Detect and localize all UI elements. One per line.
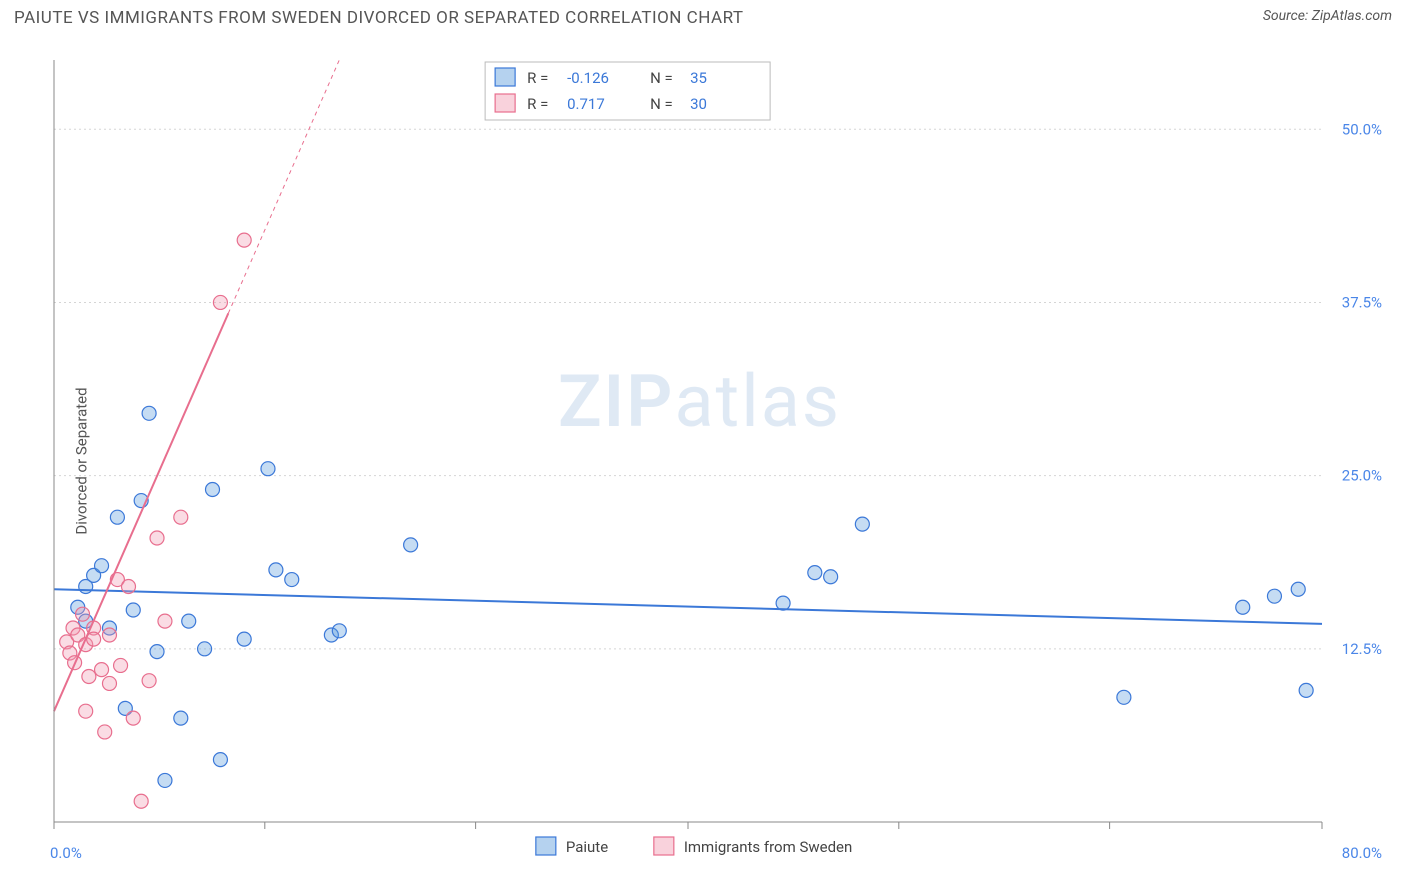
data-point [121, 579, 135, 593]
data-point [110, 510, 124, 524]
data-point [237, 233, 251, 247]
data-point [150, 531, 164, 545]
data-point [102, 676, 116, 690]
data-point [79, 704, 93, 718]
data-point [1299, 683, 1313, 697]
legend-n-value: 30 [690, 95, 707, 113]
legend-swatch [495, 94, 515, 112]
data-point [269, 563, 283, 577]
legend-r-value: -0.126 [567, 69, 609, 87]
legend-n-value: 35 [690, 69, 707, 87]
data-point [213, 295, 227, 309]
legend-stats: R = -0.126 N = 35 R = 0.717 N = 30 [485, 62, 770, 120]
data-point [206, 482, 220, 496]
data-point [174, 711, 188, 725]
source-label: Source: ZipAtlas.com [1263, 8, 1392, 24]
data-point [1291, 582, 1305, 596]
correlation-scatter-chart: 12.5% 25.0% 37.5% 50.0% ZIPatlas 0.0% 80.0% R =… [14, 40, 1392, 882]
chart-title: PAIUTE VS IMMIGRANTS FROM SWEDEN DIVORCE… [14, 8, 744, 28]
data-point [174, 510, 188, 524]
series-swatch [536, 837, 556, 855]
data-point [134, 794, 148, 808]
legend-r-label: R = [527, 69, 548, 87]
data-point [776, 596, 790, 610]
legend-n-label: N = [650, 69, 673, 87]
data-point [855, 517, 869, 531]
data-point [824, 570, 838, 584]
series-label: Paiute [566, 838, 608, 856]
data-point [82, 670, 96, 684]
data-point [198, 642, 212, 656]
regression-line-dashed [228, 60, 339, 313]
data-point [98, 725, 112, 739]
data-point [332, 624, 346, 638]
data-point [158, 614, 172, 628]
x-tick-label: 80.0% [1342, 844, 1382, 862]
data-point [237, 632, 251, 646]
y-tick-label: 37.5% [1342, 293, 1382, 311]
data-point [182, 614, 196, 628]
data-point [76, 607, 90, 621]
data-point [142, 406, 156, 420]
data-point [404, 538, 418, 552]
legend-r-label: R = [527, 95, 548, 113]
data-point [285, 573, 299, 587]
data-point [102, 628, 116, 642]
watermark: ZIPatlas [558, 359, 841, 444]
data-point [1117, 690, 1131, 704]
data-point [126, 603, 140, 617]
data-point [126, 711, 140, 725]
y-axis-label: Divorced or Separated [73, 387, 91, 534]
data-point [261, 462, 275, 476]
y-tick-label: 50.0% [1342, 120, 1382, 138]
legend-n-label: N = [650, 95, 673, 113]
legend-r-value: 0.717 [567, 95, 605, 113]
data-point [1267, 589, 1281, 603]
data-point [150, 645, 164, 659]
y-tick-label: 25.0% [1342, 467, 1382, 485]
data-point [808, 566, 822, 580]
y-tick-label: 12.5% [1342, 640, 1382, 658]
data-point [213, 753, 227, 767]
regression-line [54, 589, 1322, 624]
data-point [142, 674, 156, 688]
data-point [95, 559, 109, 573]
data-point [1236, 600, 1250, 614]
data-point [158, 773, 172, 787]
series-label: Immigrants from Sweden [684, 838, 852, 856]
legend-swatch [495, 68, 515, 86]
x-tick-label: 0.0% [50, 844, 82, 862]
data-point [114, 658, 128, 672]
data-point [95, 663, 109, 677]
series-swatch [654, 837, 674, 855]
